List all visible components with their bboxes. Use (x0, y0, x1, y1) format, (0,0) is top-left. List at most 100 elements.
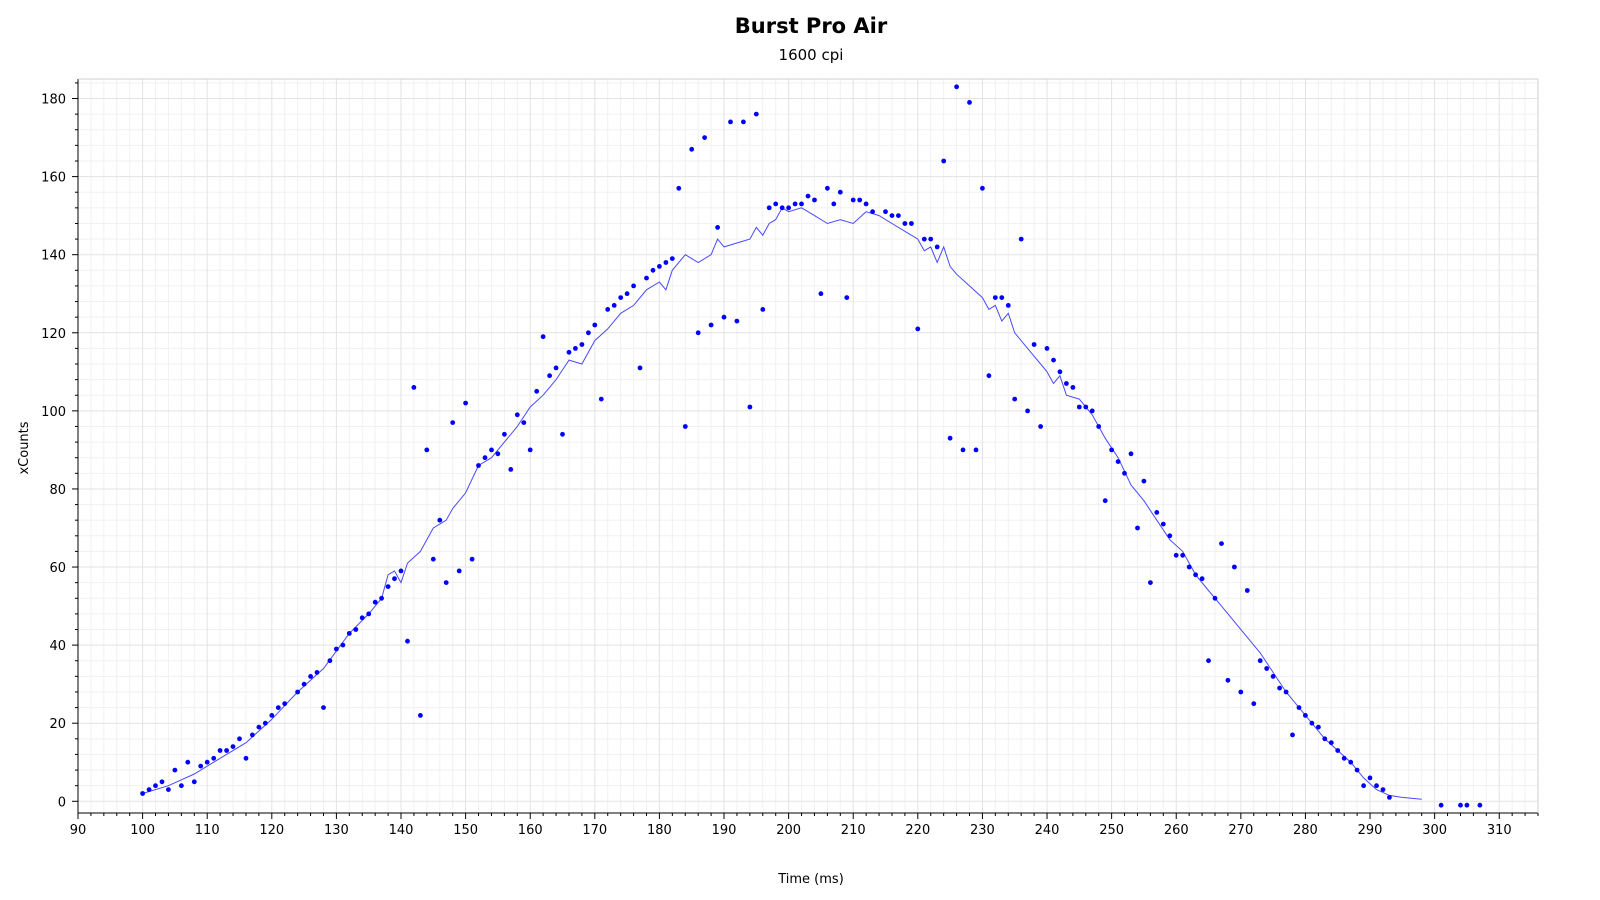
x-tick-label: 150 (453, 823, 478, 838)
data-point (644, 275, 649, 281)
grid (77, 79, 1539, 813)
data-point (1109, 447, 1114, 453)
data-point (915, 326, 921, 332)
data-point (250, 732, 255, 738)
data-point (1251, 701, 1257, 707)
data-point (237, 736, 242, 742)
data-point (469, 556, 475, 562)
data-point (1044, 346, 1050, 351)
data-point (1031, 342, 1037, 347)
data-point (1367, 775, 1373, 781)
x-tick-label: 240 (1035, 823, 1060, 838)
data-point (702, 135, 707, 141)
scatter-series (140, 84, 1483, 808)
data-point (999, 295, 1005, 300)
data-point (146, 787, 152, 792)
x-tick-label: 290 (1358, 823, 1383, 838)
x-tick-label: 260 (1164, 823, 1189, 838)
x-tick-label: 110 (195, 823, 220, 838)
data-point (1354, 767, 1360, 773)
data-point (573, 346, 578, 351)
data-point (560, 431, 565, 437)
y-tick-label: 0 (58, 795, 66, 810)
data-point (799, 201, 804, 207)
data-point (753, 111, 759, 117)
data-point (385, 584, 391, 589)
data-point (282, 701, 288, 707)
data-point (637, 365, 643, 371)
data-point (340, 642, 346, 648)
data-point (618, 295, 624, 300)
data-point (1076, 404, 1082, 410)
data-point (909, 221, 914, 226)
data-point (1096, 424, 1102, 429)
data-point (967, 100, 972, 105)
data-point (230, 744, 236, 749)
data-point (844, 295, 850, 300)
data-point (1296, 705, 1302, 710)
data-point (1374, 783, 1379, 789)
data-point (1128, 451, 1134, 457)
data-point (430, 556, 436, 562)
data-point (850, 197, 856, 203)
data-point (405, 638, 410, 644)
data-point (450, 420, 456, 425)
chart-subtitle: 1600 cpi (779, 46, 844, 64)
data-point (663, 260, 669, 265)
data-point (166, 787, 171, 792)
y-tick-label: 20 (49, 717, 66, 732)
data-point (708, 322, 714, 328)
data-point (721, 314, 727, 320)
data-point (308, 674, 313, 679)
data-point (140, 791, 146, 796)
data-point (411, 385, 417, 390)
data-point (1328, 740, 1334, 746)
data-point (592, 322, 598, 328)
data-point (359, 615, 365, 621)
data-point (527, 447, 533, 453)
data-point (812, 197, 817, 203)
data-point (566, 349, 572, 355)
data-point (424, 447, 430, 453)
data-point (153, 783, 158, 789)
x-tick-label: 170 (582, 823, 607, 838)
y-tick-label: 100 (41, 405, 66, 420)
data-point (1212, 595, 1218, 601)
data-point (456, 568, 462, 574)
y-tick-label: 40 (49, 639, 66, 654)
data-point (1303, 713, 1308, 718)
data-point (502, 431, 507, 437)
data-point (185, 759, 191, 765)
data-point (980, 185, 985, 191)
data-point (508, 467, 514, 472)
x-tick-label: 100 (130, 823, 155, 838)
data-point (1070, 385, 1076, 390)
data-point (540, 334, 546, 340)
data-point (954, 84, 959, 90)
data-point (204, 759, 210, 765)
data-point (379, 595, 384, 601)
data-point (211, 755, 217, 761)
data-point (779, 205, 785, 211)
x-tick-label: 300 (1422, 823, 1447, 838)
y-tick-label: 80 (49, 483, 66, 498)
data-point (482, 455, 488, 461)
data-point (695, 330, 701, 336)
data-point (741, 119, 746, 125)
data-point (1264, 666, 1270, 671)
data-point (534, 388, 540, 394)
data-point (1199, 576, 1205, 582)
x-tick-label: 160 (518, 823, 543, 838)
data-point (1464, 802, 1470, 808)
data-point (321, 705, 326, 710)
data-point (973, 447, 979, 453)
x-tick-label: 230 (970, 823, 995, 838)
data-point (1167, 533, 1173, 539)
x-tick-label: 220 (905, 823, 930, 838)
data-point (1270, 674, 1276, 679)
data-point (443, 580, 449, 585)
x-tick-label: 190 (712, 823, 737, 838)
data-point (883, 209, 888, 215)
data-point (217, 748, 223, 753)
